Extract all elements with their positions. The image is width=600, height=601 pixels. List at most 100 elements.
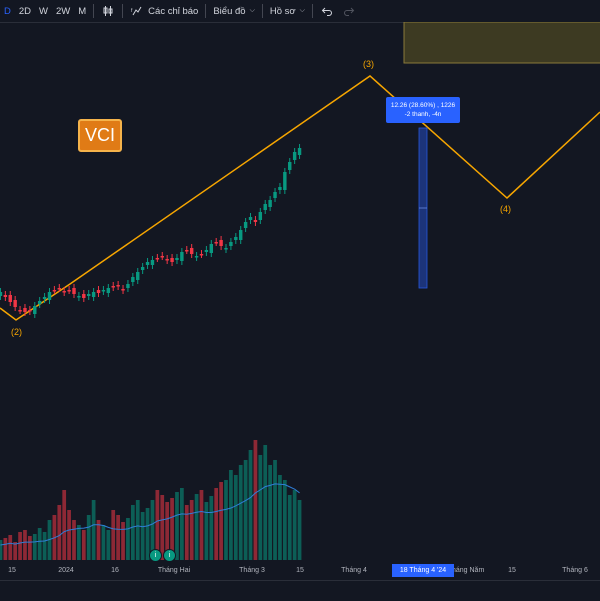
crosshair-date-label: 18 Tháng 4 '24: [392, 564, 454, 577]
indicators-icon: f: [130, 4, 144, 18]
volume-bar: [130, 505, 135, 560]
volume-bar: [3, 538, 8, 560]
candle-body: [224, 248, 228, 250]
candle-body: [258, 212, 263, 220]
time-axis-label: Tháng Năm: [447, 567, 485, 574]
indicators-label: Các chỉ báo: [148, 5, 199, 17]
candle-body: [214, 242, 218, 244]
volume-bar: [121, 522, 125, 560]
candle-body: [82, 294, 86, 298]
candle-body: [67, 290, 71, 292]
volume-bar: [229, 470, 233, 560]
interval-w-button[interactable]: W: [39, 5, 48, 17]
measure-tooltip: 12.26 (28.60%) , 1226 -2 thanh, -4n: [386, 97, 460, 123]
candle-body: [106, 288, 111, 293]
candle-body: [140, 267, 145, 270]
volume-bar: [184, 505, 189, 560]
volume-bar: [135, 500, 140, 560]
volume-bars: [0, 440, 302, 560]
interval-2w-button[interactable]: 2W: [56, 5, 71, 17]
time-axis-label: Tháng 6: [562, 567, 588, 574]
volume-bar: [292, 490, 297, 560]
time-axis-label: Tháng 4: [341, 567, 367, 574]
price-chart[interactable]: [0, 22, 600, 562]
interval-2d-button[interactable]: 2D: [18, 5, 32, 17]
chart-type-button[interactable]: [97, 0, 119, 22]
elliott-wave-line[interactable]: [0, 75, 600, 321]
candle-body: [292, 152, 297, 160]
time-axis-label: Tháng Hai: [157, 567, 191, 574]
candle-body: [160, 256, 164, 258]
indicators-button[interactable]: f Các chỉ báo: [126, 0, 202, 22]
candle-body: [52, 290, 57, 292]
candle-body: [126, 284, 130, 288]
volume-bar: [62, 490, 67, 560]
candle-body: [288, 162, 292, 170]
earnings-event-icon[interactable]: i: [163, 549, 176, 562]
candle-body: [23, 308, 27, 312]
candle-body: [199, 254, 204, 256]
volume-bar: [194, 494, 199, 560]
volume-bar: [91, 500, 96, 560]
candle-body: [194, 256, 199, 258]
toolbar-divider: [261, 4, 263, 18]
interval-m-button[interactable]: M: [78, 5, 87, 17]
volume-bar: [116, 515, 120, 560]
volume-bar: [72, 520, 76, 560]
time-axis-label: 15: [8, 567, 16, 574]
candle-body: [234, 237, 238, 240]
candle-body: [248, 217, 253, 220]
volume-bar: [170, 498, 174, 560]
ticker-label[interactable]: VCI: [78, 119, 122, 152]
volume-bar: [81, 530, 86, 560]
candle-body: [3, 295, 8, 297]
volume-bar: [189, 500, 194, 560]
candle-body: [8, 295, 12, 302]
chevron-down-icon: ⌵: [299, 7, 305, 14]
volume-bar: [175, 492, 179, 560]
candle-body: [91, 292, 96, 297]
volume-bar: [209, 496, 214, 560]
volume-bar: [37, 528, 42, 560]
volume-bar: [101, 525, 106, 560]
toolbar-divider: [93, 4, 95, 18]
volume-bar: [18, 532, 22, 560]
candle-body: [229, 242, 233, 246]
volume-bar: [8, 535, 13, 560]
redo-button[interactable]: [338, 0, 360, 22]
volume-bar: [268, 465, 272, 560]
undo-button[interactable]: [316, 0, 338, 22]
volume-bar: [0, 540, 3, 560]
measure-bars-text: -2 thanh, -4n: [404, 111, 442, 118]
volume-bar: [96, 520, 101, 560]
candle-body: [170, 258, 174, 262]
earnings-event-icon[interactable]: i: [149, 549, 162, 562]
candle-body: [204, 250, 209, 252]
interval-d-button[interactable]: D: [4, 5, 11, 17]
volume-bar: [77, 525, 81, 560]
volume-bar: [13, 542, 18, 560]
candle-body: [268, 200, 272, 207]
target-zone-rect[interactable]: [403, 22, 600, 64]
candle-body: [150, 260, 155, 265]
volume-bar: [248, 450, 253, 560]
bottom-panel: [0, 580, 600, 601]
candle-body: [263, 204, 267, 210]
volume-bar: [160, 495, 165, 560]
svg-text:f: f: [131, 8, 133, 14]
candle-body: [175, 258, 179, 260]
wave-label-4: (4): [500, 204, 511, 214]
chart-menu-button[interactable]: Biểu đồ ⌵: [209, 0, 259, 22]
volume-bar: [204, 502, 209, 560]
volume-bar: [140, 512, 145, 560]
candle-body: [72, 288, 76, 294]
volume-bar: [297, 500, 302, 560]
profile-menu-button[interactable]: Hồ sơ ⌵: [266, 0, 309, 22]
toolbar-divider: [122, 4, 124, 18]
time-axis[interactable]: 15 2024 16 Tháng Hai Tháng 3 15 Tháng 4 …: [0, 562, 600, 580]
candlestick-series: [0, 144, 302, 318]
time-axis-label: Tháng 3: [239, 567, 265, 574]
wave-label-3: (3): [363, 59, 374, 69]
volume-bar: [32, 534, 37, 560]
volume-bar: [253, 440, 258, 560]
